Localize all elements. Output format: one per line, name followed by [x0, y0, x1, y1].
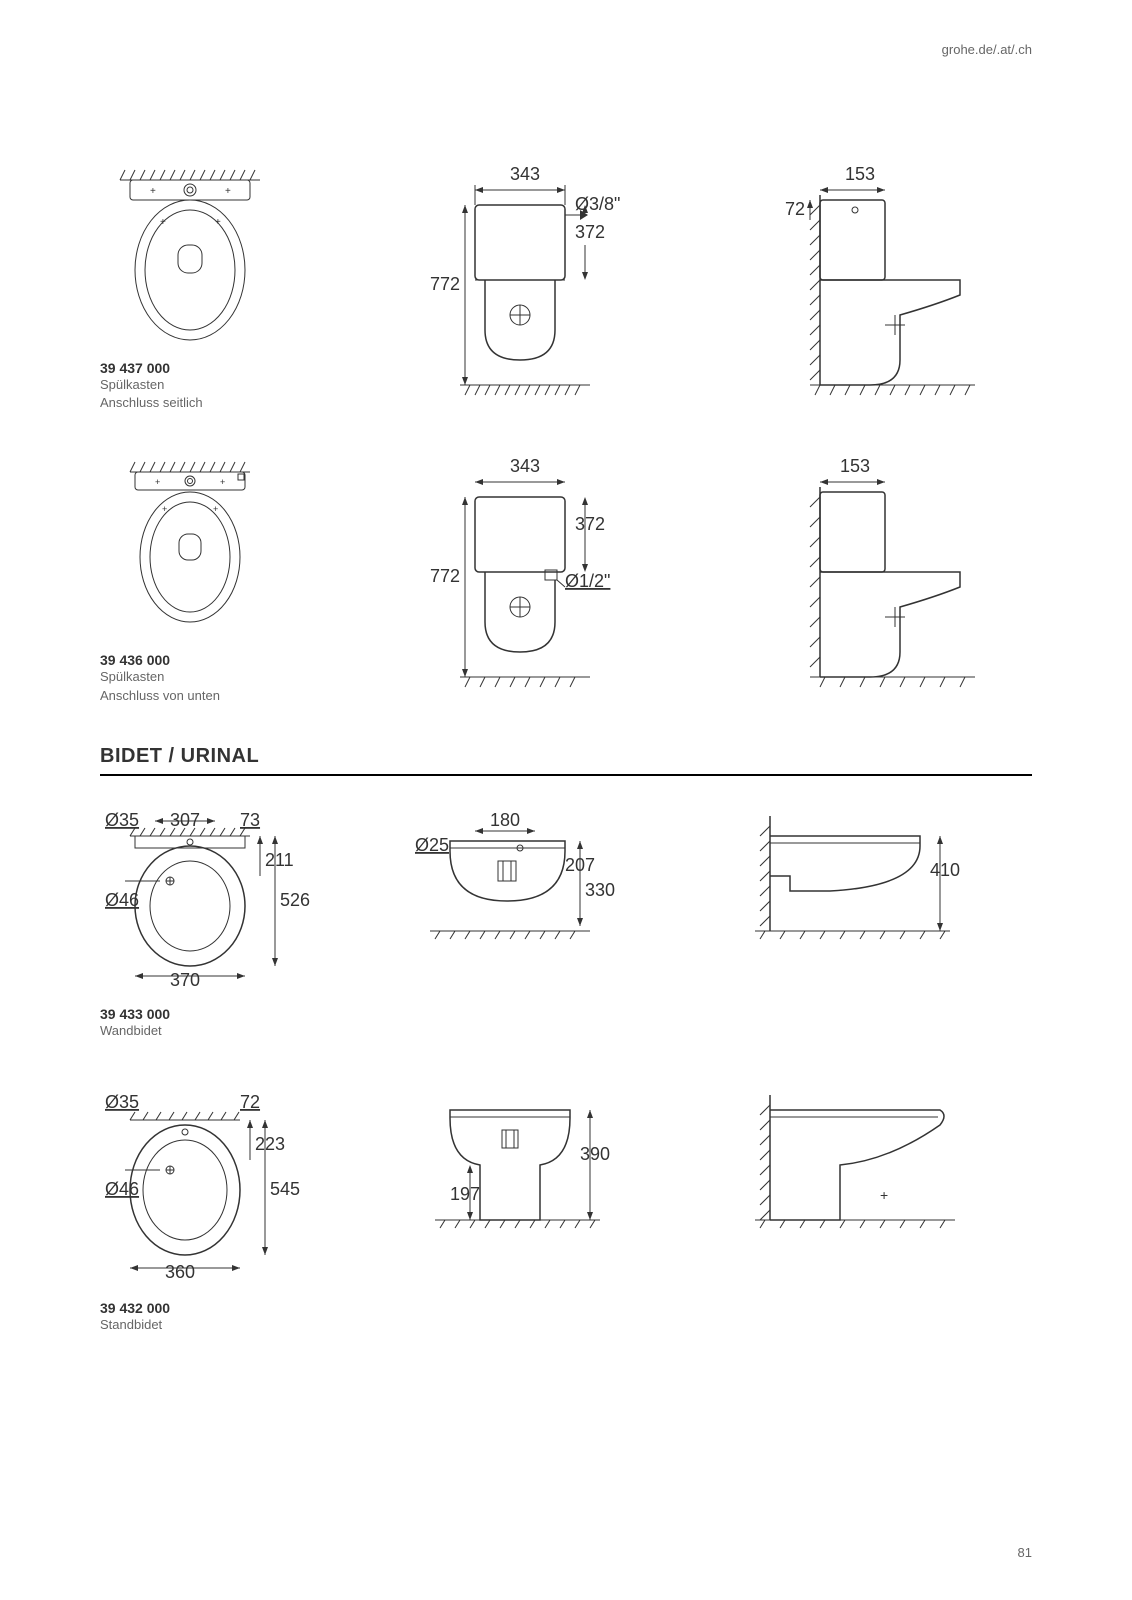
- product-1-col-b: 343 Ø3/8" 372: [390, 160, 670, 410]
- product-3-desc-1: Wandbidet: [100, 1022, 330, 1040]
- diagram-p1-side: 153 72: [730, 160, 990, 410]
- dim-label: 153: [845, 164, 875, 184]
- diagram-p4-top: Ø35 72 223 545 Ø: [100, 1090, 330, 1290]
- section-title: BIDET / URINAL: [100, 745, 1032, 776]
- product-2-code: 39 436 000: [100, 652, 330, 668]
- diagram-p1-front: 343 Ø3/8" 372: [390, 160, 650, 410]
- product-1-desc-1: Spülkasten: [100, 376, 330, 394]
- diagram-p4-front: 197 390: [390, 1090, 650, 1260]
- svg-text:+: +: [150, 186, 156, 197]
- product-4-col-a: Ø35 72 223 545 Ø: [100, 1090, 330, 1334]
- dim-label: 360: [165, 1262, 195, 1282]
- dim-label: 307: [170, 810, 200, 830]
- dim-label: 180: [490, 810, 520, 830]
- product-4-col-c: +: [730, 1090, 1010, 1260]
- dim-label: Ø46: [105, 890, 139, 910]
- product-2-col-b: 343 372 Ø1/2" 772: [390, 452, 670, 702]
- dim-label: 223: [255, 1134, 285, 1154]
- svg-text:+: +: [155, 477, 160, 487]
- diagram-p3-front: 180 Ø25 207 330: [390, 806, 650, 966]
- dim-label: 772: [430, 566, 460, 586]
- product-row-4: Ø35 72 223 545 Ø: [100, 1090, 1032, 1334]
- dim-label: 72: [785, 199, 805, 219]
- diagram-p2-side: 153: [730, 452, 990, 702]
- dim-label: 72: [240, 1092, 260, 1112]
- svg-text:+: +: [213, 504, 218, 514]
- header-site-link: grohe.de/.at/.ch: [942, 42, 1032, 57]
- dim-label: 390: [580, 1144, 610, 1164]
- diagram-p3-side: 410: [730, 806, 990, 966]
- dim-label: 372: [575, 222, 605, 242]
- product-1-code: 39 437 000: [100, 360, 330, 376]
- product-2-desc-2: Anschluss von unten: [100, 687, 330, 705]
- dim-label: 343: [510, 164, 540, 184]
- dim-label: 153: [840, 456, 870, 476]
- dim-label: 343: [510, 456, 540, 476]
- product-4-col-b: 197 390: [390, 1090, 670, 1260]
- dim-label: Ø35: [105, 810, 139, 830]
- product-3-col-c: 410: [730, 806, 1010, 966]
- product-1-desc-2: Anschluss seitlich: [100, 394, 330, 412]
- dim-label: 197: [450, 1184, 480, 1204]
- svg-text:+: +: [215, 217, 221, 228]
- diagram-p2-top: + + + +: [100, 452, 280, 642]
- page-number: 81: [1018, 1545, 1032, 1560]
- svg-text:+: +: [160, 217, 166, 228]
- diagram-p1-top: + + + +: [100, 160, 280, 350]
- svg-text:+: +: [880, 1187, 888, 1203]
- product-1-col-c: 153 72: [730, 160, 1010, 410]
- dim-label: 526: [280, 890, 310, 910]
- product-4-code: 39 432 000: [100, 1300, 330, 1316]
- dim-label: 211: [265, 850, 294, 870]
- svg-text:+: +: [220, 477, 225, 487]
- product-2-col-a: + + + + 39 436 000 Spülkasten Anschluss vo…: [100, 452, 330, 704]
- product-4-desc-1: Standbidet: [100, 1316, 330, 1334]
- dim-label: 370: [170, 970, 200, 990]
- dim-label: 772: [430, 274, 460, 294]
- dim-label: Ø35: [105, 1092, 139, 1112]
- product-3-col-b: 180 Ø25 207 330: [390, 806, 670, 966]
- diagram-p3-top: Ø35 307 73: [100, 806, 330, 996]
- dim-label: 372: [575, 514, 605, 534]
- dim-label: 73: [240, 810, 260, 830]
- dim-label: 545: [270, 1179, 300, 1199]
- product-2-desc-1: Spülkasten: [100, 668, 330, 686]
- dim-label: Ø46: [105, 1179, 139, 1199]
- product-2-col-c: 153: [730, 452, 1010, 702]
- svg-text:+: +: [162, 504, 167, 514]
- svg-text:+: +: [225, 186, 231, 197]
- dim-label: Ø1/2": [565, 571, 610, 591]
- dim-label: Ø3/8": [575, 194, 620, 214]
- product-row-1: + + + + 39 437 000 Spülkasten Anschluss …: [100, 160, 1032, 412]
- product-row-3: Ø35 307 73: [100, 806, 1032, 1040]
- product-3-col-a: Ø35 307 73: [100, 806, 330, 1040]
- product-row-2: + + + + 39 436 000 Spülkasten Anschluss vo…: [100, 452, 1032, 704]
- dim-label: 410: [930, 860, 960, 880]
- dim-label: Ø25: [415, 835, 449, 855]
- dim-label: 330: [585, 880, 615, 900]
- diagram-p4-side: +: [730, 1090, 990, 1260]
- diagram-p2-front: 343 372 Ø1/2" 772: [390, 452, 650, 702]
- product-3-code: 39 433 000: [100, 1006, 330, 1022]
- product-1-col-a: + + + + 39 437 000 Spülkasten Anschluss …: [100, 160, 330, 412]
